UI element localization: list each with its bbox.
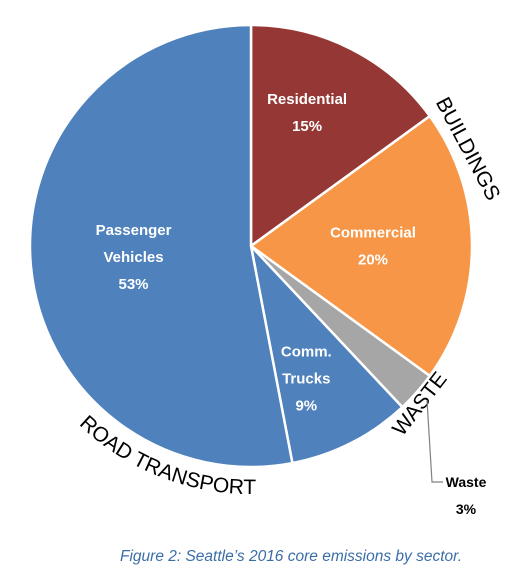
- slice-label-residential: Residential 15%: [267, 91, 347, 135]
- slice-comm-trucks: [248, 242, 405, 465]
- slice-residential: [249, 23, 432, 249]
- slice-commercial: [248, 114, 474, 378]
- waste-outside-label: Waste 3%: [446, 474, 487, 517]
- pie-slices: [28, 23, 474, 469]
- slice-label-comm-trucks: Comm. Trucks 9%: [281, 343, 332, 414]
- figure-caption: Figure 2: Seattle’s 2016 core emissions …: [120, 548, 463, 565]
- waste-callout: Waste 3%: [426, 399, 487, 517]
- slice-passenger-vehicles: [28, 23, 294, 469]
- waste-leader-line: [426, 399, 443, 483]
- slice-label-passenger-vehicles: Passenger Vehicles 53%: [96, 222, 172, 293]
- slice-label-commercial: Commercial 20%: [330, 225, 416, 269]
- slice-labels: Residential 15% Commercial 20% Comm. Trucks 9%…: [96, 91, 416, 414]
- pie-chart: Residential 15% Commercial 20% Comm. Trucks 9%…: [28, 23, 504, 517]
